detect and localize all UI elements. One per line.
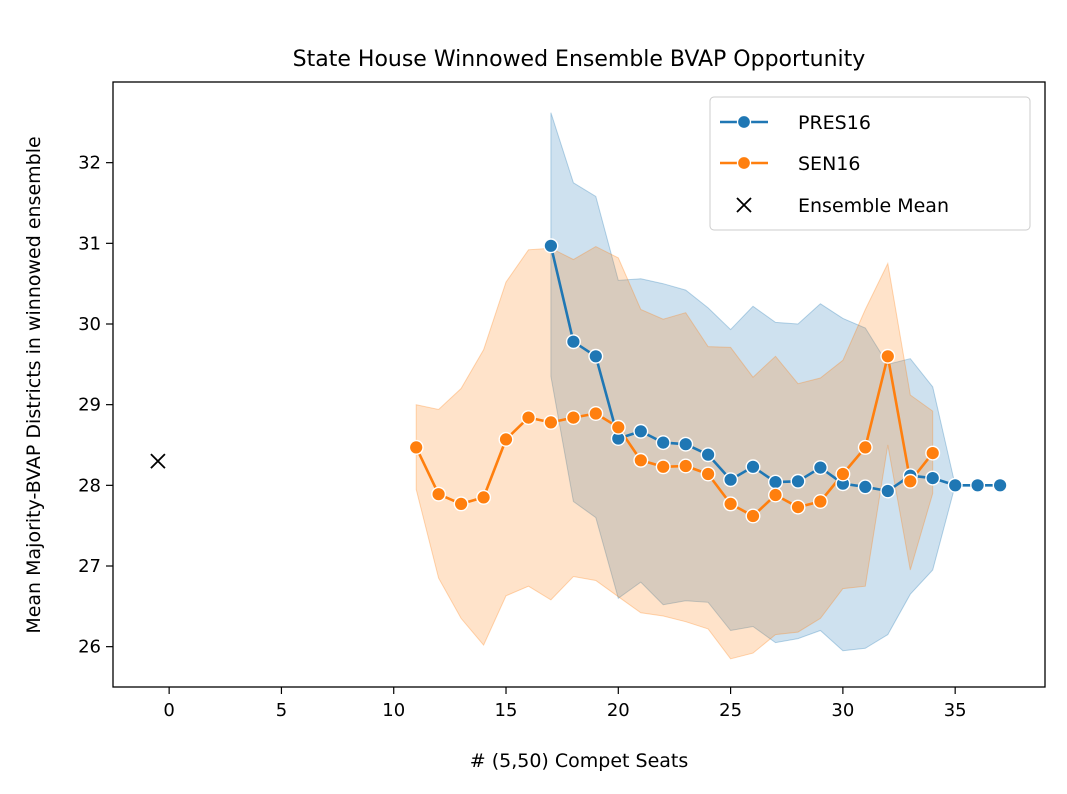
y-tick-label: 30: [78, 314, 101, 335]
point-pres16: [588, 348, 604, 364]
point-sen16: [565, 410, 581, 426]
point-sen16: [408, 439, 424, 455]
x-axis-ticks: 0 5 10 15 20 25 30 35: [163, 687, 967, 721]
point-sen16: [790, 499, 806, 515]
point-sen16: [902, 473, 918, 489]
point-sen16: [723, 496, 739, 512]
point-pres16: [655, 435, 671, 451]
x-tick-label: 10: [382, 700, 405, 721]
x-tick-label: 35: [944, 700, 967, 721]
y-tick-label: 29: [78, 395, 101, 416]
point-sen16: [745, 508, 761, 524]
point-pres16: [812, 460, 828, 476]
point-pres16: [925, 470, 941, 486]
point-sen16: [835, 466, 851, 482]
y-axis-ticks: 26 27 28 29 30 31 32: [78, 153, 113, 658]
point-pres16: [633, 423, 649, 439]
y-tick-label: 31: [78, 233, 101, 254]
legend-box: [709, 96, 1031, 231]
point-sen16: [476, 489, 492, 505]
point-sen16: [812, 494, 828, 510]
point-pres16: [543, 238, 559, 254]
y-tick-label: 26: [78, 637, 101, 658]
point-pres16: [768, 474, 784, 490]
legend-marker-sen16: [736, 155, 752, 171]
point-pres16: [790, 473, 806, 489]
point-sen16: [633, 452, 649, 468]
plot-frame: [112, 81, 1046, 688]
legend: PRES16 SEN16 Ensemble Mean: [709, 96, 1031, 231]
y-axis-label: Mean Majority-BVAP Districts in winnowed…: [23, 136, 45, 633]
chart-title: State House Winnowed Ensemble BVAP Oppor…: [293, 47, 866, 72]
x-tick-label: 0: [163, 700, 174, 721]
point-sen16: [588, 406, 604, 422]
point-pres16: [857, 479, 873, 495]
point-pres16: [723, 472, 739, 488]
point-pres16: [947, 477, 963, 493]
point-pres16: [970, 477, 986, 493]
point-sen16: [857, 439, 873, 455]
x-tick-label: 25: [719, 700, 742, 721]
point-pres16: [700, 447, 716, 463]
ensemble-mean-marker: [150, 453, 166, 469]
point-sen16: [655, 459, 671, 475]
point-sen16: [610, 419, 626, 435]
point-sen16: [700, 466, 716, 482]
legend-marker-pres16: [736, 114, 752, 130]
point-pres16: [565, 334, 581, 350]
legend-x-marker: [736, 197, 752, 213]
x-tick-label: 15: [495, 700, 518, 721]
y-tick-label: 28: [78, 475, 101, 496]
point-pres16: [880, 483, 896, 499]
point-sen16: [678, 458, 694, 474]
legend-label-sen16: SEN16: [798, 153, 860, 175]
point-sen16: [431, 486, 447, 502]
point-sen16: [498, 431, 514, 447]
point-pres16: [678, 436, 694, 452]
y-tick-label: 32: [78, 153, 101, 174]
y-tick-label: 27: [78, 556, 101, 577]
series-markers: [150, 238, 1008, 524]
point-sen16: [453, 496, 469, 512]
band-sen16: [415, 246, 934, 660]
x-tick-label: 5: [276, 700, 287, 721]
point-sen16: [543, 414, 559, 430]
point-sen16: [521, 410, 537, 426]
point-sen16: [880, 348, 896, 364]
legend-label-ensemble-mean: Ensemble Mean: [798, 195, 949, 217]
x-tick-label: 30: [831, 700, 854, 721]
point-pres16: [745, 459, 761, 475]
point-sen16: [925, 445, 941, 461]
point-pres16: [992, 477, 1008, 493]
x-tick-label: 20: [607, 700, 630, 721]
legend-label-pres16: PRES16: [798, 112, 871, 134]
point-sen16: [768, 487, 784, 503]
x-axis-label: # (5,50) Compet Seats: [470, 750, 689, 772]
